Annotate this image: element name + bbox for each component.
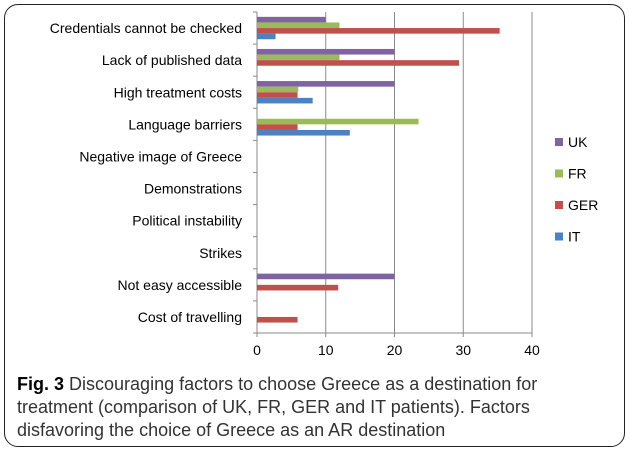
category-label: Not easy accessible [117,277,242,293]
bar-ger [257,28,500,34]
bar-fr [257,118,419,125]
legend-swatch-ger [555,201,563,209]
bar-fr [257,86,299,93]
bar-ger [257,60,460,66]
bar-it [257,129,350,136]
x-tick-label: 40 [524,342,540,358]
bar-chart: 0 10 20 30 40 Credentials cannot be checked La… [50,11,598,358]
category-label: Strikes [199,245,242,261]
x-tick-label: 30 [455,342,471,358]
bar-it [257,97,313,104]
caption-label: Fig. 3 [17,374,65,394]
legend-label-ger: GER [568,197,598,213]
legend-label-it: IT [568,229,581,245]
bar-fr [257,22,340,29]
legend-swatch-uk [555,138,563,146]
x-tick-label: 0 [253,342,261,358]
bar-ger [257,284,339,291]
category-label: Negative image of Greece [79,148,242,164]
bar-ger [257,124,298,130]
bar-uk [257,48,395,55]
category-label: Language barriers [128,116,242,132]
bar-uk [257,81,395,87]
x-tick-label: 10 [318,342,334,358]
caption-text: Discouraging factors to choose Greece as… [17,374,538,440]
bar-it [257,33,276,40]
figure-frame [4,4,625,447]
legend-swatch-fr [555,169,563,178]
bar-ger [257,92,298,98]
legend-label-fr: FR [568,166,587,182]
bar-uk [257,16,326,23]
category-label: High treatment costs [114,84,242,100]
figure-caption: Fig. 3 Discouraging factors to choose Gr… [17,373,617,442]
x-tick-label: 20 [387,342,403,358]
category-label: Demonstrations [144,181,242,197]
category-label: Credentials cannot be checked [50,20,242,36]
bar-ger [257,316,298,323]
bar-uk [257,273,395,280]
category-label: Lack of published data [102,52,242,68]
bar-fr [257,54,340,61]
category-label: Political instability [132,213,242,229]
category-label: Cost of travelling [138,309,242,325]
legend-label-uk: UK [568,134,588,150]
legend-swatch-it [555,232,563,241]
